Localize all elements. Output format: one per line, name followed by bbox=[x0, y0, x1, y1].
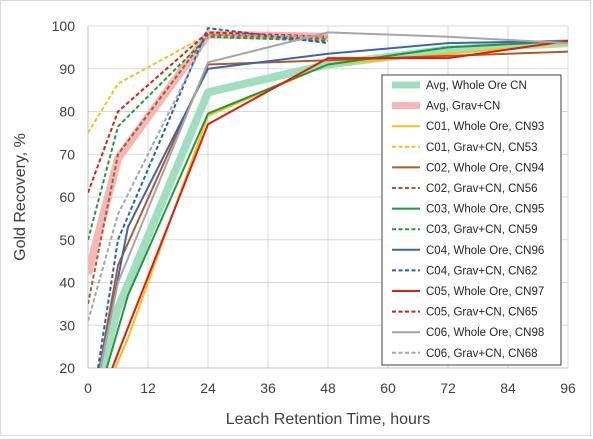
legend: Avg, Whole Ore CN Avg, Grav+CN C01, Whole … bbox=[381, 74, 562, 366]
legend-label: C02, Whole Ore, CN94 bbox=[426, 162, 545, 174]
x-tick-label: 24 bbox=[200, 380, 216, 396]
x-tick-label: 72 bbox=[440, 380, 456, 396]
series-line bbox=[88, 35, 329, 241]
y-tick-label: 70 bbox=[59, 146, 75, 162]
legend-box bbox=[381, 74, 562, 366]
x-tick-label: 0 bbox=[84, 380, 92, 396]
x-axis-title: Leach Retention Time, hours bbox=[226, 411, 431, 428]
legend-label: C04, Grav+CN, CN62 bbox=[426, 265, 538, 277]
series-lines bbox=[88, 27, 568, 368]
series-line bbox=[99, 40, 568, 368]
series-line bbox=[111, 40, 568, 368]
y-tick-label: 40 bbox=[59, 275, 75, 291]
x-tick-label: 60 bbox=[380, 380, 396, 396]
legend-label: C01, Whole Ore, CN93 bbox=[426, 121, 544, 133]
legend-label: C05, Whole Ore, CN97 bbox=[426, 286, 544, 298]
y-tick-label: 100 bbox=[52, 18, 76, 34]
y-axis-title: Gold Recovery, % bbox=[12, 133, 29, 261]
x-tick-label: 48 bbox=[320, 380, 336, 396]
y-tick-label: 20 bbox=[59, 360, 75, 376]
legend-label: C05, Grav+CN, CN65 bbox=[426, 307, 538, 319]
y-tick-label: 80 bbox=[59, 104, 75, 120]
y-tick-label: 90 bbox=[59, 61, 75, 77]
legend-label: C02, Grav+CN, CN56 bbox=[426, 183, 538, 195]
legend-label: C06, Whole Ore, CN98 bbox=[426, 327, 544, 339]
series-line bbox=[88, 31, 329, 194]
legend-label: C06, Grav+CN, CN68 bbox=[426, 348, 538, 360]
x-tick-label: 84 bbox=[500, 380, 516, 396]
x-tick-label: 36 bbox=[260, 380, 276, 396]
legend-label: C04, Whole Ore, CN96 bbox=[426, 245, 544, 257]
legend-label: C01, Grav+CN, CN53 bbox=[426, 142, 538, 154]
y-tick-label: 50 bbox=[59, 232, 75, 248]
series-line bbox=[105, 40, 568, 368]
series-line bbox=[97, 39, 568, 368]
legend-label: Avg, Whole Ore CN bbox=[426, 80, 527, 92]
x-tick-label: 12 bbox=[140, 380, 156, 396]
axes: 0 12 24 36 48 60 72 84 96 20 30 40 50 60 70 80 90 100 bbox=[52, 18, 576, 396]
legend-label: C03, Grav+CN, CN59 bbox=[426, 224, 538, 236]
y-tick-label: 30 bbox=[59, 317, 75, 333]
legend-label: C03, Whole Ore, CN95 bbox=[426, 204, 544, 216]
x-tick-label: 96 bbox=[560, 380, 576, 396]
legend-label: Avg, Grav+CN bbox=[426, 101, 500, 113]
series-line bbox=[88, 33, 329, 322]
y-tick-label: 60 bbox=[59, 189, 75, 205]
series-line bbox=[88, 33, 329, 134]
series-line bbox=[99, 31, 568, 368]
